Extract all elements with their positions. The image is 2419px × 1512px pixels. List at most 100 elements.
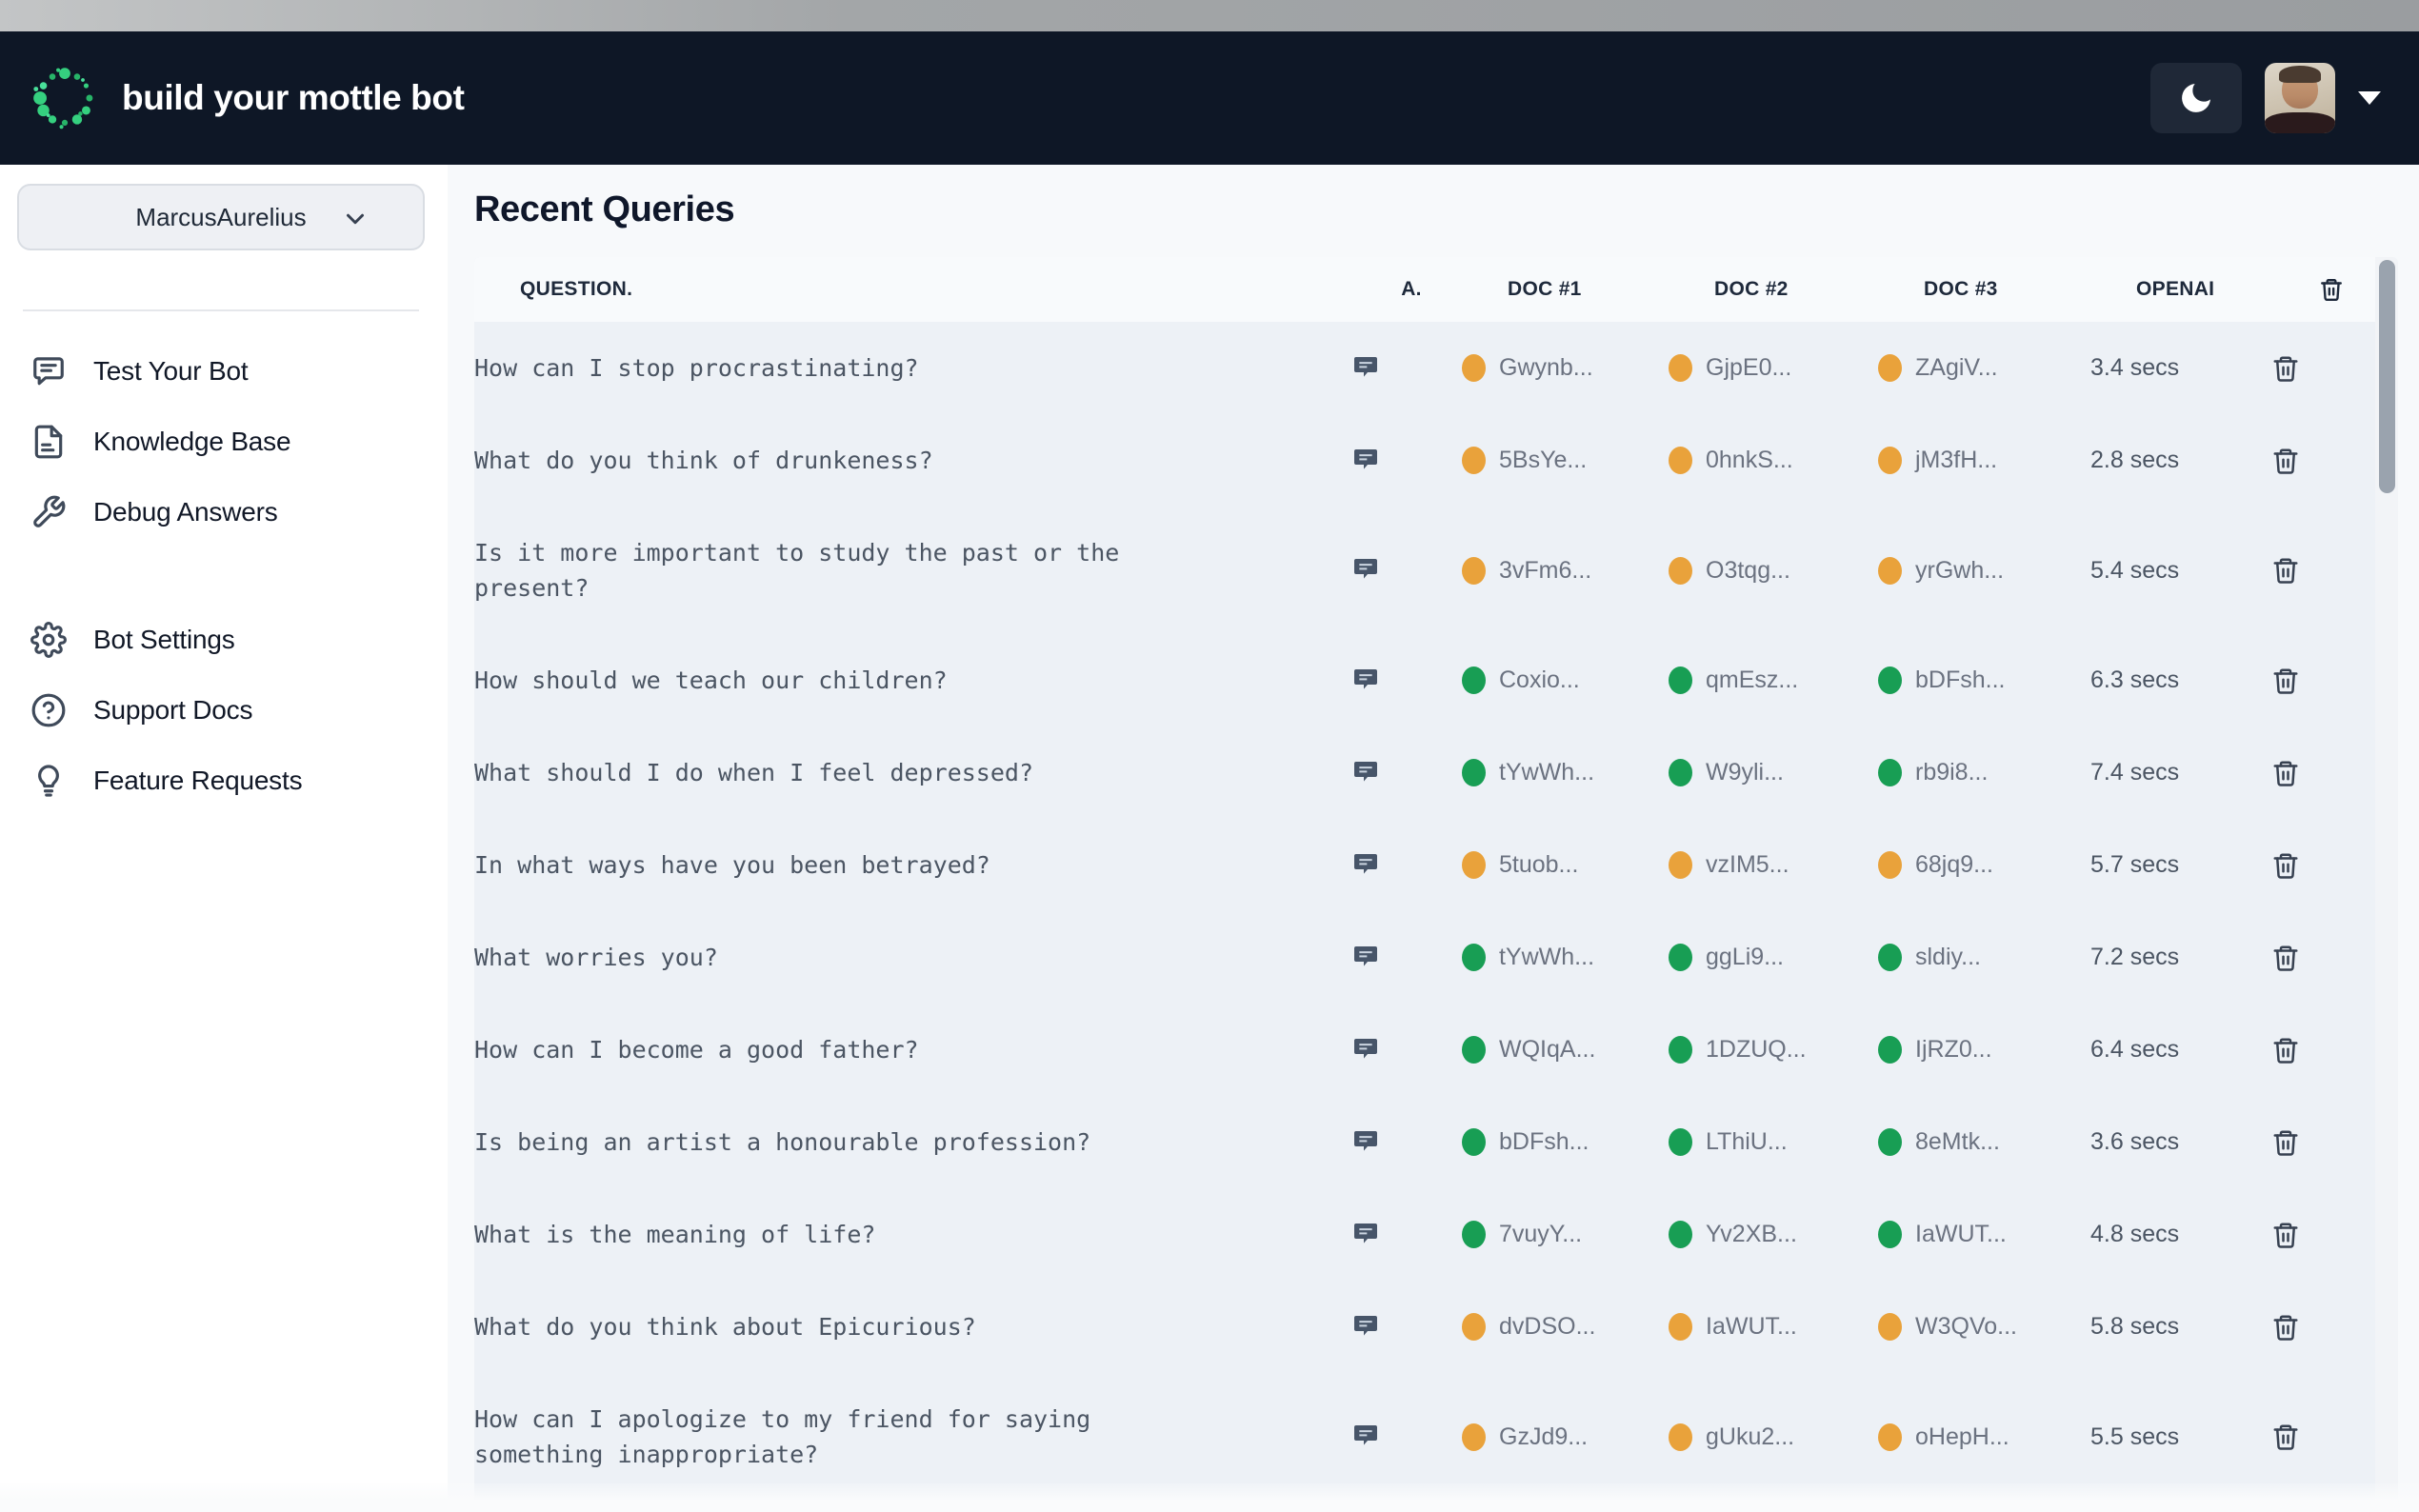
delete-query-button[interactable] — [2271, 851, 2300, 880]
help-circle-icon — [31, 693, 66, 727]
doc-ref-1[interactable]: Coxio... — [1413, 666, 1669, 694]
view-answer-button[interactable] — [1350, 1127, 1381, 1158]
view-answer-button[interactable] — [1350, 1220, 1381, 1250]
doc-ref-1[interactable]: WQIqA... — [1413, 1036, 1669, 1064]
doc-ref-3[interactable]: yrGwh... — [1878, 556, 2090, 585]
doc-ref-3[interactable]: 8eMtk... — [1878, 1128, 2090, 1156]
delete-query-button[interactable] — [2271, 1128, 2300, 1157]
view-answer-button[interactable] — [1350, 943, 1381, 973]
doc-ref-3[interactable]: W3QVo... — [1878, 1313, 2090, 1341]
delete-query-button[interactable] — [2271, 447, 2300, 475]
doc-ref-2[interactable]: GjpE0... — [1669, 354, 1878, 382]
view-answer-button[interactable] — [1350, 758, 1381, 788]
doc-ref-3[interactable]: ZAgiV... — [1878, 354, 2090, 382]
doc-ref-1[interactable]: tYwWh... — [1413, 759, 1669, 786]
sidebar-item-debug-answers[interactable]: Debug Answers — [17, 477, 425, 547]
sidebar-item-label: Bot Settings — [93, 625, 235, 654]
sidebar-item-knowledge-base[interactable]: Knowledge Base — [17, 407, 425, 477]
doc-ref-1[interactable]: 5BsYe... — [1413, 447, 1669, 474]
doc-ref-1[interactable]: GzJd9... — [1413, 1422, 1669, 1451]
doc-status-dot — [1878, 1036, 1902, 1064]
doc-ref-3[interactable]: 68jq9... — [1878, 851, 2090, 879]
bot-selector-dropdown[interactable]: MarcusAurelius — [17, 184, 425, 250]
doc-ref-1[interactable]: dvDSO... — [1413, 1313, 1669, 1341]
doc-ref-3[interactable]: jM3fH... — [1878, 447, 2090, 474]
view-answer-button[interactable] — [1350, 850, 1381, 881]
delete-query-button[interactable] — [2271, 1422, 2300, 1451]
doc-ref-3[interactable]: bDFsh... — [1878, 666, 2090, 694]
view-answer-button[interactable] — [1350, 1312, 1381, 1343]
query-question-text: What worries you? — [474, 944, 718, 971]
column-header-answer: A. — [1401, 278, 1422, 300]
doc-ref-3[interactable]: rb9i8... — [1878, 759, 2090, 786]
doc-ref-2[interactable]: O3tqg... — [1669, 556, 1878, 585]
doc-ref-3[interactable]: sldiy... — [1878, 944, 2090, 971]
page-title: Recent Queries — [474, 189, 735, 229]
table-row: How can I apologize to my friend for say… — [474, 1373, 2398, 1501]
doc-ref-2[interactable]: 1DZUQ... — [1669, 1036, 1878, 1064]
delete-query-button[interactable] — [2271, 1313, 2300, 1342]
delete-query-button[interactable] — [2271, 944, 2300, 972]
sidebar-item-feature-requests[interactable]: Feature Requests — [17, 746, 425, 816]
doc-id-label: tYwWh... — [1499, 944, 1595, 970]
table-row: Is it more important to study the past o… — [474, 507, 2398, 634]
theme-toggle-button[interactable] — [2150, 63, 2242, 133]
delete-query-button[interactable] — [2271, 759, 2300, 787]
delete-query-button[interactable] — [2271, 354, 2300, 383]
view-answer-button[interactable] — [1350, 666, 1381, 696]
delete-query-button[interactable] — [2271, 1036, 2300, 1064]
doc-ref-3[interactable]: oHepH... — [1878, 1422, 2090, 1451]
chat-bubble-icon — [33, 357, 64, 386]
table-row: How should we teach our children? Coxio.… — [474, 634, 2398, 726]
doc-id-label: Coxio... — [1499, 666, 1580, 693]
main-content: Recent Queries QUESTION. A. DOC #1 DOC #… — [448, 165, 2419, 1512]
view-answer-button[interactable] — [1350, 353, 1381, 384]
doc-ref-2[interactable]: Yv2XB... — [1669, 1221, 1878, 1248]
query-question-text: Is it more important to study the past o… — [474, 539, 1120, 602]
doc-ref-3[interactable]: IjRZ0... — [1878, 1036, 2090, 1064]
doc-id-label: gUku2... — [1706, 1422, 1795, 1450]
doc-ref-1[interactable]: 7vuyY... — [1413, 1221, 1669, 1248]
doc-ref-2[interactable]: W9yli... — [1669, 759, 1878, 786]
doc-ref-1[interactable]: 5tuob... — [1413, 851, 1669, 879]
moon-icon — [2182, 84, 2210, 112]
view-answer-button[interactable] — [1350, 1422, 1381, 1452]
table-scrollbar-thumb[interactable] — [2379, 260, 2395, 493]
trash-icon — [2273, 1424, 2298, 1450]
sidebar-item-support-docs[interactable]: Support Docs — [17, 675, 425, 746]
doc-status-dot — [1462, 1036, 1486, 1064]
delete-query-button[interactable] — [2271, 666, 2300, 695]
doc-id-label: Gwynb... — [1499, 354, 1593, 381]
doc-ref-2[interactable]: vzIM5... — [1669, 851, 1878, 879]
view-answer-button[interactable] — [1350, 555, 1381, 586]
doc-ref-1[interactable]: tYwWh... — [1413, 944, 1669, 971]
table-header-row: QUESTION. A. DOC #1 DOC #2 DOC #3 OPENAI — [474, 257, 2398, 322]
doc-status-dot — [1462, 1422, 1486, 1451]
doc-id-label: 7vuyY... — [1499, 1221, 1583, 1247]
doc-ref-2[interactable]: gUku2... — [1669, 1422, 1878, 1451]
doc-ref-1[interactable]: Gwynb... — [1413, 354, 1669, 382]
doc-ref-3[interactable]: IaWUT... — [1878, 1221, 2090, 1248]
view-answer-button[interactable] — [1350, 1035, 1381, 1065]
table-scrollbar-track[interactable] — [2375, 257, 2398, 1509]
doc-ref-1[interactable]: 3vFm6... — [1413, 556, 1669, 585]
doc-id-label: vzIM5... — [1706, 851, 1789, 878]
app-title: build your mottle bot — [122, 78, 465, 117]
doc-ref-1[interactable]: bDFsh... — [1413, 1128, 1669, 1156]
delete-query-button[interactable] — [2271, 1221, 2300, 1249]
doc-ref-2[interactable]: LThiU... — [1669, 1128, 1878, 1156]
doc-ref-2[interactable]: ggLi9... — [1669, 944, 1878, 971]
table-row: What do you think about Epicurious? dvDS… — [474, 1281, 2398, 1373]
user-avatar[interactable] — [2265, 63, 2335, 133]
doc-ref-2[interactable]: IaWUT... — [1669, 1313, 1878, 1341]
column-header-doc3: DOC #3 — [1924, 278, 1998, 300]
view-answer-button[interactable] — [1350, 446, 1381, 476]
doc-ref-2[interactable]: qmEsz... — [1669, 666, 1878, 694]
account-menu-chevron-down-icon[interactable] — [2358, 91, 2381, 105]
delete-query-button[interactable] — [2271, 556, 2300, 585]
sidebar-item-test-your-bot[interactable]: Test Your Bot — [17, 336, 425, 407]
sidebar-item-bot-settings[interactable]: Bot Settings — [17, 605, 425, 675]
query-question-text: How can I become a good father? — [474, 1036, 919, 1064]
doc-ref-2[interactable]: 0hnkS... — [1669, 447, 1878, 474]
